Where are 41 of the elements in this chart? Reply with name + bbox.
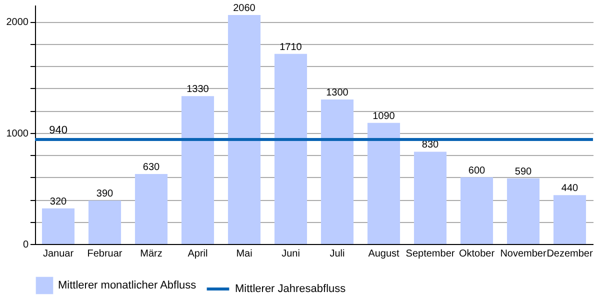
legend-label: Mittlerer Jahresabfluss (235, 283, 346, 295)
x-tick-label: Juni (282, 248, 300, 260)
data-label: 590 (514, 166, 532, 178)
x-tick-label: November (500, 248, 547, 260)
x-tick-label: März (140, 248, 162, 260)
data-label: 1710 (280, 42, 302, 53)
y-tick-label: 1000 (6, 128, 29, 140)
bar (460, 177, 494, 244)
data-label: 1300 (326, 87, 349, 98)
data-label: 2060 (233, 3, 256, 14)
data-label: 600 (468, 165, 486, 176)
bar (228, 15, 261, 244)
legend-label: Mittlerer monatlicher Abfluss (58, 280, 197, 292)
data-label: 320 (50, 196, 68, 208)
bar (367, 122, 400, 244)
bar (88, 200, 122, 244)
x-tick-label: Mai (236, 248, 252, 260)
x-tick-label: Februar (87, 248, 123, 260)
x-tick-label: September (406, 248, 456, 260)
bar (274, 54, 308, 244)
data-label: 1090 (372, 110, 396, 122)
data-label: 630 (142, 162, 160, 173)
bar (414, 152, 447, 244)
x-tick-label: Oktober (458, 248, 496, 260)
bar (320, 99, 354, 244)
x-tick-label: Januar (42, 248, 74, 260)
x-tick-label: Juli (330, 248, 345, 260)
bar (506, 178, 540, 244)
y-tick-label: 0 (22, 240, 29, 250)
data-label: 440 (561, 183, 579, 194)
data-label: 1330 (186, 84, 210, 96)
bar (42, 208, 75, 244)
bar (181, 96, 214, 244)
x-tick-label: April (188, 248, 208, 260)
x-tick-label: Dezember (546, 248, 594, 260)
bar (134, 174, 168, 244)
x-tick-label: August (368, 248, 400, 260)
bar (553, 195, 586, 244)
annotation: 940 (49, 124, 68, 137)
y-tick-label: 2000 (6, 17, 29, 28)
data-label: 390 (96, 188, 114, 200)
